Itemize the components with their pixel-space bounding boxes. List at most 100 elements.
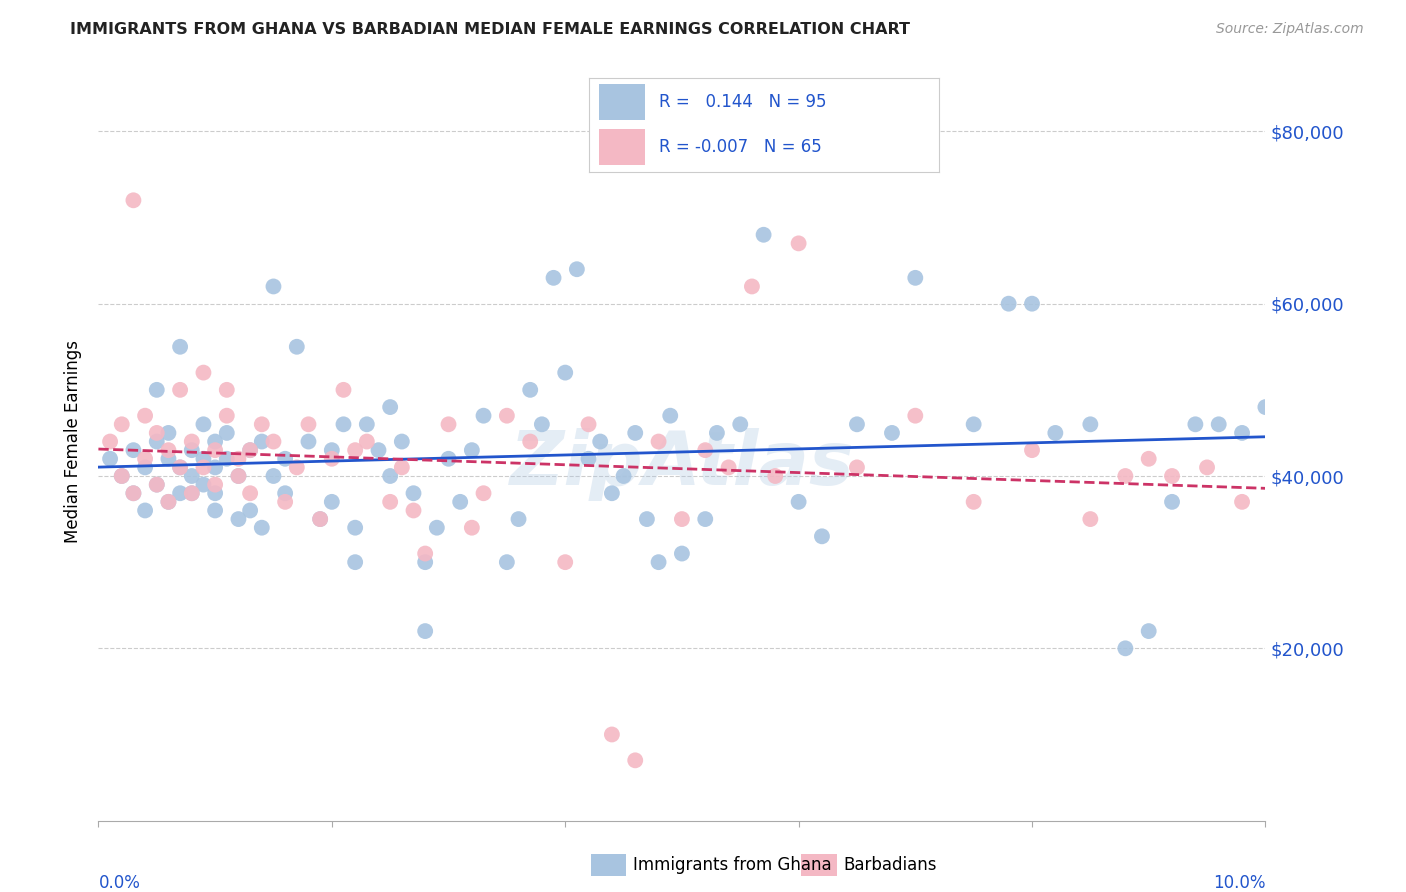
Point [193,451,215,466]
Point [285,460,308,475]
Point [578,417,600,432]
Point [344,555,367,569]
Point [380,400,402,414]
Point [904,270,927,285]
Point [787,495,810,509]
Point [530,417,553,432]
Point [169,383,191,397]
Point [204,443,226,458]
Point [204,434,226,449]
Point [157,425,180,440]
Point [250,417,273,432]
Point [111,417,134,432]
Point [647,434,669,449]
Point [215,425,238,440]
Point [600,727,623,741]
Point [309,512,332,526]
Point [297,434,319,449]
Point [461,443,484,458]
Point [1080,417,1102,432]
Text: 10.0%: 10.0% [1213,874,1265,892]
Point [391,460,413,475]
Point [204,486,226,500]
Point [496,409,519,423]
Point [578,451,600,466]
Point [380,495,402,509]
Point [695,443,717,458]
Point [624,425,647,440]
Text: ZipAtlas: ZipAtlas [509,428,855,500]
Point [228,469,250,483]
Point [98,451,121,466]
Point [636,512,658,526]
Point [589,434,612,449]
Point [193,417,215,432]
Point [204,503,226,517]
Point [157,495,180,509]
Point [496,555,519,569]
Point [332,417,354,432]
Point [437,417,460,432]
Point [787,236,810,251]
Point [134,409,156,423]
Point [997,296,1019,310]
Point [157,451,180,466]
Point [239,443,262,458]
Point [461,521,484,535]
Point [554,366,576,380]
Point [391,434,413,449]
Point [659,409,682,423]
Point [811,529,834,543]
Point [472,486,495,500]
Point [239,503,262,517]
Point [671,512,693,526]
Point [1021,296,1043,310]
Text: Barbadians: Barbadians [844,856,938,874]
Point [169,340,191,354]
Point [193,460,215,475]
Point [600,486,623,500]
Point [262,434,284,449]
Point [624,753,647,767]
Point [472,409,495,423]
Point [554,555,576,569]
Text: Immigrants from Ghana: Immigrants from Ghana [633,856,831,874]
Point [752,227,775,242]
Point [880,425,903,440]
Point [146,477,169,491]
Text: Source: ZipAtlas.com: Source: ZipAtlas.com [1216,22,1364,37]
Point [543,270,565,285]
Point [1114,641,1136,656]
Point [321,443,343,458]
Point [180,469,202,483]
Point [356,417,378,432]
Point [1045,425,1067,440]
Point [413,555,436,569]
Point [134,503,156,517]
Point [962,495,984,509]
Point [1080,512,1102,526]
Point [321,451,343,466]
Point [426,521,449,535]
Point [508,512,530,526]
Point [274,495,297,509]
Point [695,512,717,526]
Point [180,443,202,458]
Point [146,477,169,491]
Point [262,279,284,293]
Point [193,366,215,380]
Point [146,425,169,440]
Point [1161,495,1184,509]
Point [122,194,145,208]
Point [402,486,425,500]
Point [741,279,763,293]
Point [228,469,250,483]
Point [612,469,634,483]
Point [402,503,425,517]
Point [449,495,471,509]
Point [169,460,191,475]
Point [413,547,436,561]
Point [380,469,402,483]
Point [717,460,740,475]
Point [262,469,284,483]
